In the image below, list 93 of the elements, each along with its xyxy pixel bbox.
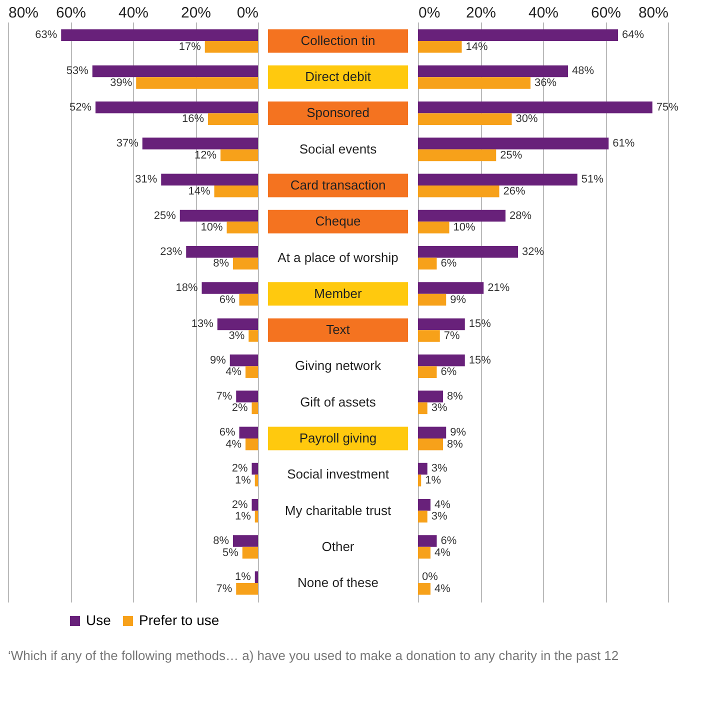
data-label: 9% [450,426,466,439]
category-label: Text [326,322,350,338]
legend-label: Prefer to use [139,612,220,628]
x-tick-label: 20% [180,4,212,22]
text: ‘Which if any of the following methods… a) have you used to make a donation to any charity in the past 12 [8,648,619,663]
data-label: 15% [468,318,492,330]
data-label: 14% [188,185,210,198]
data-label: 48% [572,65,594,78]
category-label: Cheque [315,214,361,229]
data-label: 3% [228,330,245,342]
data-label: 4% [434,546,451,559]
data-label: 9% [450,294,466,306]
data-label: 53% [66,65,89,78]
category-label: Gift of assets [300,394,376,410]
data-label: 32% [522,246,544,258]
legend-label: Use [86,612,112,628]
x-tick-label: 0% [418,4,440,22]
x-tick-label: 80% [8,4,39,22]
category-label: Direct debit [305,69,372,84]
data-label: 61% [612,138,635,150]
x-tick-label: 60% [56,4,86,22]
category-label: Other [322,538,355,554]
data-label: 12% [194,149,217,162]
data-label: 17% [178,40,202,53]
data-label: 6% [219,294,236,306]
category-label: At a place of worship [278,250,398,265]
data-label: 52% [69,101,92,114]
data-label: 25% [154,210,176,222]
data-label: 1% [234,474,252,486]
data-label: 7% [216,582,232,595]
data-label: 75% [656,101,679,114]
data-label: 1% [425,474,442,486]
data-label: 1% [234,571,252,584]
data-label: 10% [200,222,223,234]
data-label: 3% [431,402,448,414]
data-label: 13% [191,318,214,330]
category-label: Payroll giving [299,430,377,446]
category-label: Sponsored [306,105,370,120]
data-label: 31% [135,174,158,186]
data-label: 6% [440,258,457,270]
data-label: 63% [35,29,58,42]
category-label: Collection tin [300,32,376,48]
data-label: 64% [622,29,644,42]
category-label: My charitable trust [284,502,392,518]
data-label: 26% [503,185,526,198]
data-label: 1% [234,510,252,523]
data-label: 2% [232,462,248,475]
x-tick-label: 80% [638,4,668,22]
x-tick-label: 20% [466,4,496,22]
data-label: 8% [447,390,464,402]
data-label: 25% [500,149,522,162]
data-label: 7% [444,330,460,342]
data-label: 5% [222,546,239,559]
category-label: None of these [298,575,378,590]
x-tick-label: 40% [528,4,559,22]
category-label: Social investment [287,466,390,482]
data-label: 6% [440,535,457,548]
data-label: 4% [226,438,242,450]
data-label: 3% [431,510,448,523]
data-label: 15% [468,354,492,366]
x-tick-label: 60% [590,4,622,22]
data-label: 8% [213,535,230,548]
x-tick-label: 40% [118,4,149,22]
data-label: 51% [581,174,604,186]
data-label: 39% [110,76,132,89]
data-label: 2% [232,402,248,414]
data-label: 28% [510,210,532,222]
data-label: 30% [516,113,538,126]
data-label: 0% [422,571,438,584]
data-label: 4% [434,582,451,595]
data-label: 4% [434,498,451,511]
data-label: 36% [534,76,557,89]
data-label: 37% [116,138,139,150]
data-label: 10% [453,222,476,234]
data-label: 9% [210,354,226,366]
category-label: Card transaction [290,178,386,193]
data-label: 8% [447,438,464,450]
data-label: 6% [440,366,457,378]
category-label: Social events [299,141,378,156]
data-label: 21% [488,282,510,294]
data-label: 4% [226,366,242,378]
data-label: 18% [176,282,198,294]
data-label: 6% [219,426,236,439]
data-label: 23% [160,246,182,258]
data-label: 16% [182,113,204,126]
data-label: 3% [431,462,448,475]
data-label: 8% [213,258,230,270]
x-tick-label: 0% [236,4,258,22]
data-label: 14% [466,40,488,53]
category-label: Giving network [295,358,382,374]
data-label: 2% [232,498,248,511]
category-label: Member [314,286,363,301]
data-label: 7% [216,390,232,402]
